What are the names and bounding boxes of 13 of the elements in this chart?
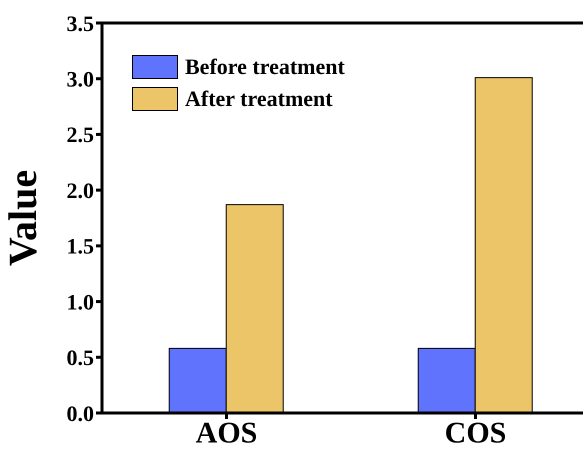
y-tick-label: 1.0 xyxy=(66,289,94,314)
y-tick-label: 3.0 xyxy=(66,66,94,92)
x-tick-label: COS xyxy=(444,416,506,450)
legend-label: After treatment xyxy=(185,86,333,112)
y-tick-label: 2.5 xyxy=(66,122,94,148)
y-tick-label: 1.5 xyxy=(66,234,94,259)
y-tick-label: 0.0 xyxy=(66,400,94,426)
y-axis-title: Value xyxy=(0,170,46,266)
y-tick-label: 3.5 xyxy=(66,10,94,36)
legend-label: Before treatment xyxy=(185,54,345,80)
y-tick-label: 0.5 xyxy=(66,345,94,370)
x-tick-label: AOS xyxy=(196,416,258,450)
y-tick-label: 2.0 xyxy=(66,178,94,203)
